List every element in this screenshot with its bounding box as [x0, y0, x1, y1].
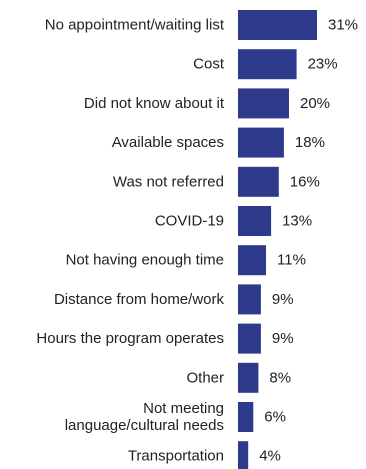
- bar: [238, 127, 284, 158]
- category-label-line: COVID-19: [155, 213, 224, 230]
- bar: [238, 88, 289, 119]
- category-label-line: Transportation: [128, 448, 224, 465]
- value-label: 9%: [272, 291, 294, 308]
- category-label: Distance from home/work: [54, 291, 225, 308]
- bar: [238, 206, 272, 236]
- bar: [238, 245, 266, 276]
- value-label: 11%: [277, 252, 306, 269]
- category-label-line: Was not referred: [113, 173, 224, 190]
- category-label-line: Not meeting: [143, 400, 224, 417]
- category-label-line: Available spaces: [112, 134, 224, 151]
- bar: [238, 49, 297, 80]
- bar: [238, 402, 254, 432]
- bar: [238, 284, 261, 315]
- category-label-line: Not having enough time: [66, 252, 224, 269]
- category-label-line: Other: [186, 369, 224, 386]
- value-label: 23%: [308, 56, 338, 73]
- category-label-line: Did not know about it: [84, 95, 225, 112]
- category-label-line: Cost: [193, 56, 225, 73]
- category-label: COVID-19: [155, 213, 224, 230]
- value-label: 9%: [272, 330, 294, 347]
- category-label: Available spaces: [112, 134, 224, 151]
- value-label: 20%: [300, 95, 330, 112]
- category-label: Not meeting language/cultural needs: [65, 400, 224, 434]
- category-label: Transportation: [128, 448, 224, 465]
- value-label: 31%: [328, 17, 358, 34]
- bar: [238, 441, 249, 469]
- value-label: 4%: [259, 448, 281, 465]
- bar: [238, 323, 261, 354]
- chart-rows: No appointment/waiting list 31% Cost 23% Did…: [36, 10, 358, 469]
- value-label: 16%: [290, 173, 320, 190]
- category-label: Not having enough time: [66, 252, 224, 269]
- category-label-line: Hours the program operates: [36, 330, 224, 347]
- value-label: 13%: [282, 213, 312, 230]
- category-label: Hours the program operates: [36, 330, 224, 347]
- category-label: Other: [186, 369, 224, 386]
- value-label: 6%: [264, 409, 286, 426]
- category-label-line: language/cultural needs: [65, 417, 224, 434]
- category-label: Cost: [193, 56, 225, 73]
- category-label: Did not know about it: [84, 95, 225, 112]
- category-label: Was not referred: [113, 173, 224, 190]
- bar: [238, 10, 317, 40]
- value-label: 8%: [269, 369, 291, 386]
- value-label: 18%: [295, 134, 325, 151]
- category-label: No appointment/waiting list: [45, 17, 225, 34]
- bar: [238, 362, 259, 393]
- category-label-line: No appointment/waiting list: [45, 17, 225, 34]
- bar: [238, 166, 279, 197]
- category-label-line: Distance from home/work: [54, 291, 225, 308]
